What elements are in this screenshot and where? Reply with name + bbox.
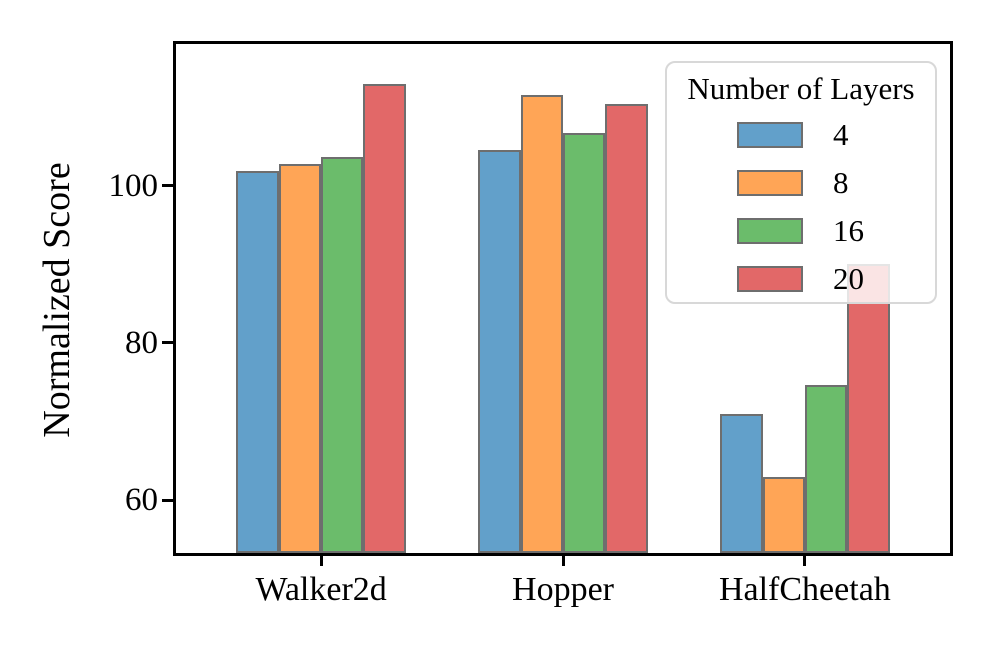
legend-label-8: 8 — [833, 165, 849, 200]
x-tick-mark-Walker2d — [319, 556, 323, 566]
legend-item-4: 4 — [667, 111, 935, 159]
bar-Hopper-20 — [605, 103, 648, 553]
bar-Hopper-4 — [478, 150, 521, 553]
legend-title: Number of Layers — [687, 71, 915, 106]
legend-swatch-20 — [737, 266, 803, 292]
x-tick-label-Walker2d: Walker2d — [255, 571, 387, 608]
legend-label-4: 4 — [833, 117, 849, 152]
legend-item-8: 8 — [667, 159, 935, 207]
bar-Walker2d-8 — [278, 164, 322, 553]
legend-item-20: 20 — [667, 255, 935, 303]
bar-HalfCheetah-16 — [804, 385, 848, 553]
x-tick-label-HalfCheetah: HalfCheetah — [718, 571, 891, 608]
bar-Walker2d-4 — [236, 171, 279, 553]
plot-area — [162, 41, 953, 566]
y-tick-mark-60 — [162, 498, 173, 502]
legend-label-20: 20 — [833, 261, 864, 296]
y-tick-label-100: 100 — [108, 167, 159, 204]
y-tick-mark-100 — [162, 184, 173, 188]
bar-Walker2d-20 — [363, 84, 406, 553]
legend-swatch-16 — [737, 218, 803, 244]
y-tick-label-80: 80 — [125, 324, 158, 361]
bar-HalfCheetah-20 — [847, 263, 890, 553]
x-tick-label-Hopper: Hopper — [512, 571, 614, 608]
y-tick-mark-80 — [162, 341, 173, 345]
legend-label-16: 16 — [833, 213, 864, 248]
legend-swatch-4 — [737, 122, 803, 148]
y-tick-label-60: 60 — [125, 482, 158, 519]
legend: Number of Layers 4 8 16 20 — [665, 61, 937, 304]
legend-items: 4 8 16 20 — [667, 111, 935, 303]
bar-HalfCheetah-4 — [720, 413, 763, 553]
legend-item-16: 16 — [667, 207, 935, 255]
x-tick-mark-Hopper — [561, 556, 565, 566]
x-tick-mark-HalfCheetah — [803, 556, 807, 566]
bar-Hopper-8 — [520, 95, 563, 553]
legend-swatch-8 — [737, 170, 803, 196]
bar-HalfCheetah-8 — [762, 476, 805, 553]
bar-Walker2d-16 — [321, 156, 364, 553]
bar-Hopper-16 — [563, 132, 606, 553]
